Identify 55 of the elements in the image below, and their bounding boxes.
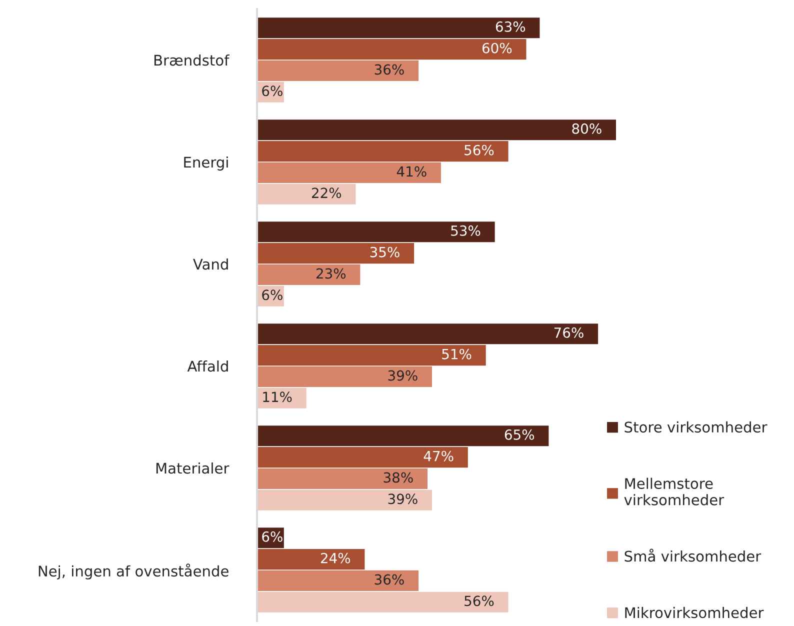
- y-tick-label: Vand: [193, 258, 228, 270]
- bar: [257, 141, 508, 162]
- bar: [257, 60, 419, 81]
- y-tick-label: Brændstof: [154, 54, 230, 66]
- data-label: 41%: [396, 166, 426, 177]
- bar: [257, 388, 306, 408]
- data-label: 39%: [388, 370, 418, 381]
- data-label: 56%: [464, 144, 494, 156]
- data-label: 6%: [262, 531, 282, 542]
- bar: [257, 162, 441, 183]
- bar: [257, 243, 414, 264]
- data-label: 80%: [572, 123, 602, 134]
- data-label: 36%: [374, 64, 404, 75]
- data-label: 23%: [316, 268, 346, 279]
- data-label: 6%: [262, 290, 282, 300]
- legend-label: Mellemstore virksomheder: [624, 478, 724, 506]
- bar: [257, 490, 432, 510]
- data-label: 65%: [504, 429, 534, 440]
- y-tick-label: Affald: [187, 360, 228, 372]
- data-label: 11%: [263, 392, 292, 402]
- data-label: 38%: [384, 472, 413, 483]
- data-label: 56%: [464, 596, 494, 606]
- data-label: 35%: [370, 246, 400, 258]
- y-tick-label: Materialer: [156, 462, 230, 474]
- bar: [257, 468, 428, 489]
- data-label: 53%: [451, 225, 480, 236]
- bar: [257, 447, 468, 468]
- bar: [257, 264, 360, 285]
- bar: [257, 222, 495, 242]
- bar: [257, 366, 432, 387]
- legend-label: Små virksomheder: [624, 548, 762, 562]
- legend-label: Mikrovirksomheder: [625, 606, 764, 618]
- data-label: 60%: [482, 42, 512, 54]
- bar: [257, 120, 616, 140]
- data-label: 36%: [374, 574, 404, 585]
- bar: [257, 592, 508, 612]
- bar: [257, 345, 486, 366]
- bar: [257, 184, 356, 204]
- bar: [257, 18, 540, 38]
- legend-label: Store virksomheder: [624, 421, 768, 433]
- bar: [257, 549, 365, 570]
- data-label: 24%: [320, 552, 350, 564]
- bar: [257, 570, 419, 591]
- data-label: 51%: [442, 348, 472, 360]
- data-label: 63%: [496, 21, 526, 32]
- bar: [257, 426, 549, 446]
- data-label: 22%: [312, 188, 342, 198]
- data-label: 6%: [262, 86, 282, 96]
- data-label: 76%: [554, 327, 584, 338]
- bar: [257, 324, 598, 344]
- data-label: 47%: [424, 450, 454, 462]
- data-label: 39%: [388, 494, 418, 504]
- y-tick-label: Nej, ingen af ovenstående: [38, 564, 228, 580]
- y-tick-label: Energi: [184, 156, 228, 171]
- bar: [257, 39, 526, 60]
